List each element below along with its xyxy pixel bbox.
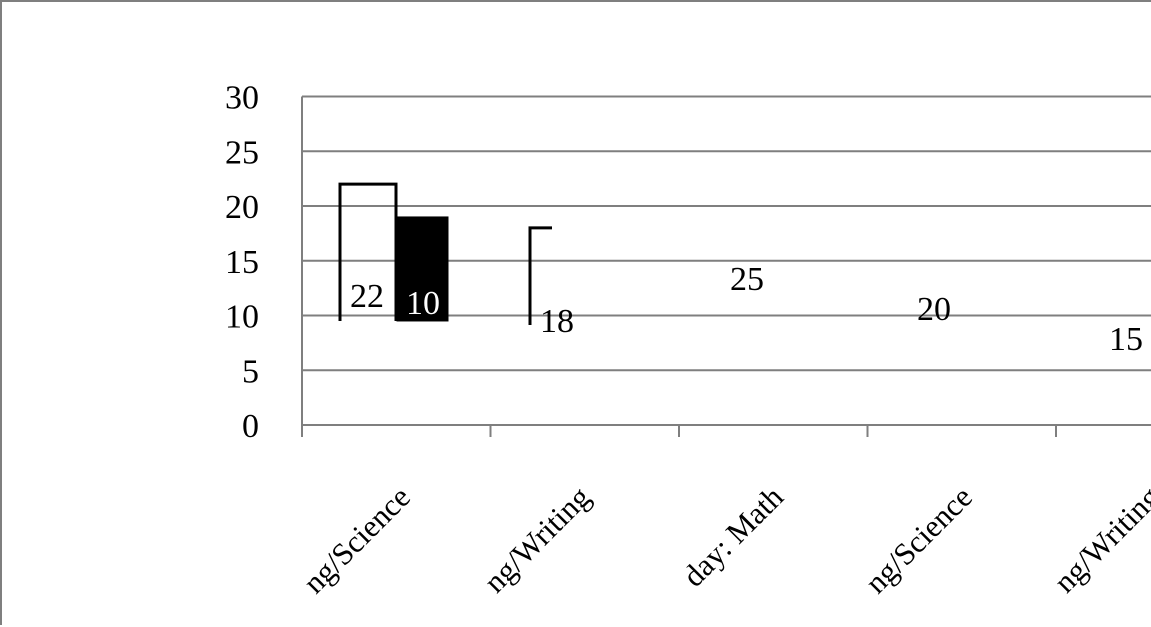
bar-series2-cat1 [396, 216, 449, 322]
x-category-label-3: day: Math [676, 479, 791, 594]
y-tick-label-5: 5 [242, 353, 259, 390]
y-tick-label-10: 10 [225, 299, 259, 336]
data-label-6: 15 [1109, 321, 1143, 358]
x-category-label-5: ng/Writing [1047, 479, 1151, 599]
data-labels: 22 10 18 25 20 15 [350, 261, 1143, 358]
x-axis-category-labels: ng/Science ng/Writing day: Math ng/Science n… [296, 479, 1151, 600]
y-tick-label-25: 25 [225, 134, 259, 171]
data-label-3: 18 [540, 303, 574, 340]
data-label-1: 22 [350, 278, 384, 315]
x-category-label-1: ng/Science [296, 479, 417, 600]
bar-series1-cat2 [528, 226, 552, 325]
y-tick-label-0: 0 [242, 408, 259, 445]
data-label-4: 25 [730, 261, 764, 298]
axes [301, 96, 1151, 437]
x-category-label-2: ng/Writing [477, 479, 597, 599]
x-category-label-4: ng/Science [858, 479, 979, 600]
y-tick-label-20: 20 [225, 189, 259, 226]
y-tick-label-15: 15 [225, 244, 259, 281]
y-axis-tick-labels: 0 5 10 15 20 25 30 [225, 80, 259, 446]
data-label-2: 10 [406, 285, 440, 322]
bars [338, 182, 552, 325]
y-tick-label-30: 30 [225, 80, 259, 117]
bar-series1-cat1 [338, 182, 398, 321]
data-label-5: 20 [917, 291, 951, 328]
